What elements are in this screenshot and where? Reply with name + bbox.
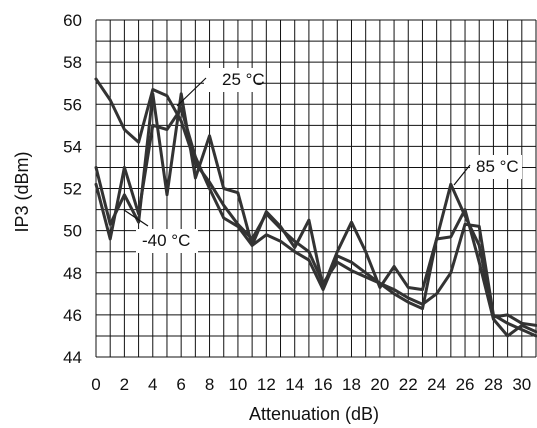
annotation-label: -40 °C — [142, 231, 190, 250]
x-tick-label: 28 — [484, 375, 503, 394]
y-tick-label: 50 — [63, 222, 82, 241]
annotation-leader — [176, 77, 207, 107]
x-tick-label: 0 — [91, 375, 100, 394]
x-tick-label: 4 — [148, 375, 157, 394]
annotation-label: 85 °C — [476, 157, 519, 176]
y-tick-label: 54 — [63, 137, 82, 156]
x-tick-label: 24 — [427, 375, 446, 394]
x-tick-label: 30 — [512, 375, 531, 394]
tick-labels: 0 2 4 6 8 10 12 14 16 18 20 22 24 26 28 304446485052545… — [63, 11, 531, 394]
annotation-leader — [453, 164, 471, 186]
y-tick-label: 56 — [63, 95, 82, 114]
x-tick-label: 20 — [370, 375, 389, 394]
grid — [95, 19, 537, 358]
y-tick-label: 48 — [63, 264, 82, 283]
y-tick-label: 46 — [63, 306, 82, 325]
x-tick-label: 12 — [257, 375, 276, 394]
series-line-1 — [94, 77, 537, 338]
x-tick-label: 14 — [285, 375, 304, 394]
y-tick-label: 58 — [63, 53, 82, 72]
x-tick-label: 6 — [176, 375, 185, 394]
x-tick-label: 22 — [399, 375, 418, 394]
series-line-2 — [94, 92, 537, 327]
x-tick-label: 8 — [205, 375, 214, 394]
y-tick-label: 44 — [63, 348, 82, 367]
annotation-bg — [204, 68, 256, 92]
x-tick-label: 26 — [456, 375, 475, 394]
y-tick-label: 60 — [63, 11, 82, 30]
annotation-label: 25 °C — [222, 70, 265, 89]
y-tick-label: 52 — [63, 180, 82, 199]
x-tick-label: 16 — [314, 375, 333, 394]
annotation-leader — [123, 209, 149, 227]
annotations: 25 °C 85 °C -40 °C — [123, 68, 522, 253]
annotation-bg — [136, 229, 198, 253]
x-tick-label: 10 — [228, 375, 247, 394]
x-tick-label: 18 — [342, 375, 361, 394]
annotation-bg — [470, 155, 522, 179]
y-axis-title: IP3 (dBm) — [12, 151, 32, 232]
series-line-3 — [94, 107, 537, 338]
series-lines — [94, 77, 537, 338]
x-axis-title: Attenuation (dB) — [249, 404, 379, 424]
x-tick-label: 2 — [120, 375, 129, 394]
